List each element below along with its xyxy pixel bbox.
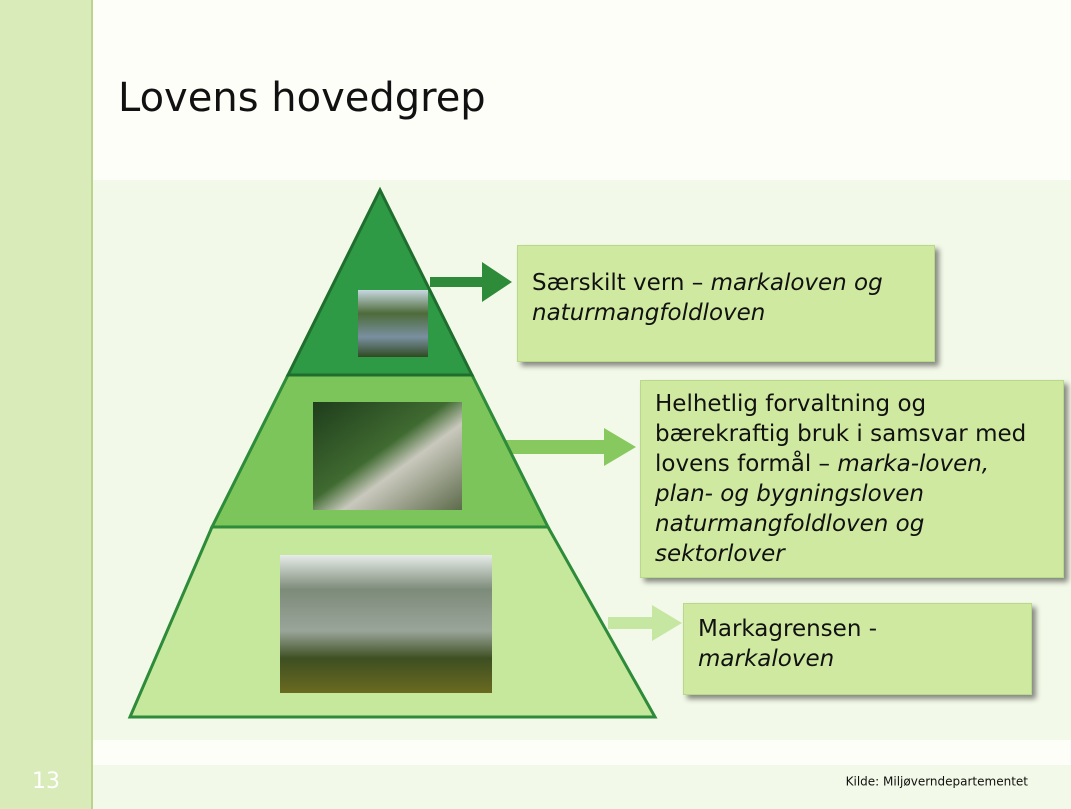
slide-title: Lovens hovedgrep	[118, 75, 486, 121]
text-box: Markagrensen - markaloven	[683, 603, 1032, 695]
box-text-italic: markaloven	[698, 646, 834, 672]
photo	[313, 402, 462, 510]
text-box: Særskilt vern – markaloven og naturmangf…	[517, 245, 935, 362]
box-text: Særskilt vern –	[532, 270, 711, 296]
photo	[280, 555, 492, 693]
slide: 13 Lovens hovedgrep Kilde: Miljøverndepa…	[0, 0, 1071, 809]
box-text: Markagrensen -	[698, 616, 877, 642]
source-note: Kilde: Miljøverndepartementet	[846, 775, 1029, 789]
side-bar	[0, 0, 92, 809]
slide-number: 13	[32, 769, 60, 794]
photo	[358, 290, 428, 357]
text-box: Helhetlig forvaltning og bærekraftig bru…	[640, 380, 1064, 578]
